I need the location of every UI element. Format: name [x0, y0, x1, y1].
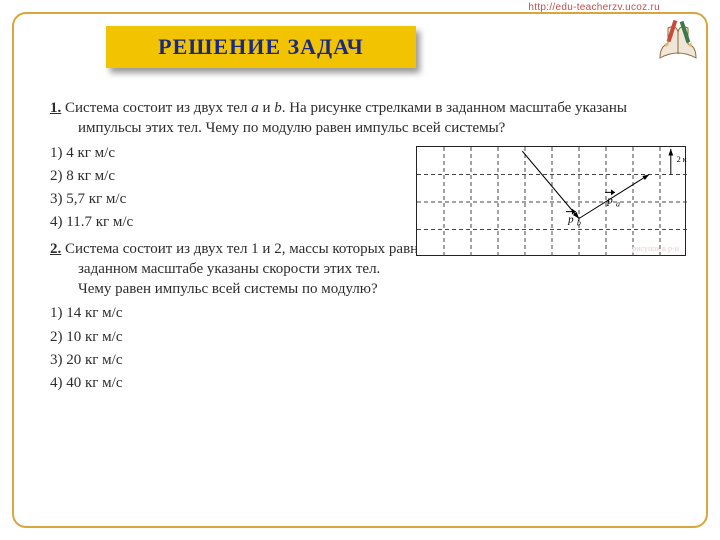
svg-text:2 кг · м/с: 2 кг · м/с	[677, 155, 687, 164]
q1-a: a	[251, 100, 259, 116]
title-box: РЕШЕНИЕ ЗАДАЧ	[106, 26, 416, 68]
q1-t2: и	[259, 100, 275, 116]
svg-text:рисунок к р-и: рисунок к р-и	[632, 244, 679, 253]
slide-title: РЕШЕНИЕ ЗАДАЧ	[158, 34, 364, 60]
q2-number: 2.	[50, 241, 61, 257]
q1-t1: Система состоит из двух тел	[61, 100, 251, 116]
question-1-text: 1. Система состоит из двух тел a и b. На…	[50, 98, 690, 139]
q2-option-2: 2) 10 кг м/с	[50, 327, 690, 347]
book-pencil-icon	[658, 18, 698, 66]
figure-svg: papb2 кг · м/срисунок к р-и	[417, 147, 687, 257]
q2-option-4: 4) 40 кг м/с	[50, 373, 690, 393]
svg-text:p: p	[567, 214, 574, 226]
svg-text:p: p	[606, 194, 613, 206]
q2-option-3: 3) 20 кг м/с	[50, 350, 690, 370]
svg-text:a: a	[616, 199, 620, 208]
figure-momentum-diagram: papb2 кг · м/срисунок к р-и	[416, 146, 686, 256]
svg-text:b: b	[577, 219, 581, 228]
q2-option-1: 1) 14 кг м/с	[50, 303, 690, 323]
q1-number: 1.	[50, 100, 61, 116]
q2-body2: Чему равен импульс всей системы по модул…	[78, 281, 378, 297]
q1-b: b	[274, 100, 282, 116]
